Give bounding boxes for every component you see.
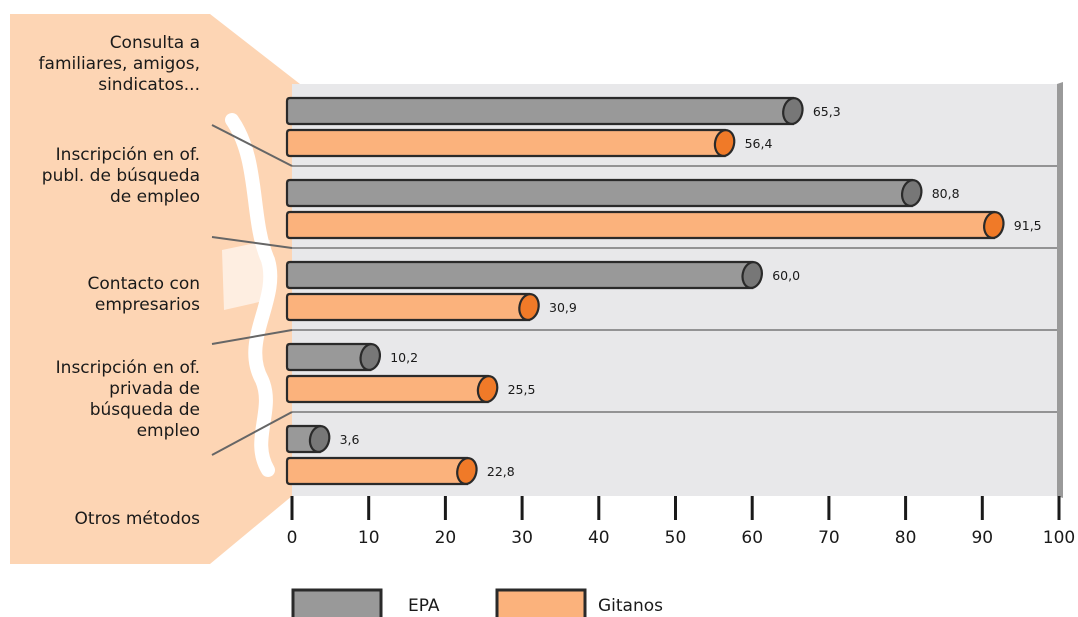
bar-body xyxy=(285,456,468,486)
tick-label: 70 xyxy=(818,528,840,548)
bar-epa xyxy=(285,260,763,290)
label-panel xyxy=(10,14,210,564)
category-label-line: búsqueda de xyxy=(90,400,200,420)
value-label: 91,5 xyxy=(1014,218,1042,233)
bar-cap xyxy=(518,293,540,321)
value-label: 65,3 xyxy=(813,104,841,119)
category-label: Otros métodos xyxy=(75,509,201,529)
category-label: Inscripción en of. privada de búsqueda de e… xyxy=(56,358,200,441)
bar-cap xyxy=(900,179,923,207)
connector-line xyxy=(211,236,293,249)
bar-gitanos xyxy=(285,456,478,486)
value-label: 25,5 xyxy=(508,382,536,397)
value-label: 10,2 xyxy=(390,350,418,365)
bar-body xyxy=(285,292,531,322)
bar-body xyxy=(285,260,754,290)
brush-stroke xyxy=(222,240,270,310)
plot-panel-shadow xyxy=(1057,82,1063,498)
bar-cap xyxy=(782,97,804,125)
category-label-line: publ. de búsqueda xyxy=(42,166,200,186)
value-label: 80,8 xyxy=(932,186,960,201)
brush-stroke xyxy=(225,113,278,477)
bar-epa xyxy=(285,96,804,126)
bar-cap xyxy=(359,343,382,371)
tick-label: 100 xyxy=(1043,528,1075,548)
bar-cap xyxy=(456,457,478,485)
tick-label: 20 xyxy=(435,528,457,548)
bar-cap xyxy=(308,425,331,453)
bars: 65,3 80,8 60,0 10,2 3,6 56,4 91,5 30,9 25,5 22,8 xyxy=(285,96,1042,486)
category-label-line: Inscripción en of. xyxy=(56,145,200,165)
bar-epa xyxy=(285,178,923,208)
bar-gitanos xyxy=(285,374,499,404)
category-label-line: Contacto con xyxy=(88,274,200,294)
category-label-line: empleo xyxy=(137,421,200,441)
legend-label: EPA xyxy=(408,596,440,616)
category-label: Contacto con empresarios xyxy=(88,274,201,315)
tick-label: 40 xyxy=(588,528,610,548)
value-label: 22,8 xyxy=(487,464,515,479)
value-label: 60,0 xyxy=(772,268,800,283)
value-label: 56,4 xyxy=(745,136,773,151)
legend-swatch-epa xyxy=(291,588,383,617)
tick-label: 80 xyxy=(895,528,917,548)
category-label-line: familiares, amigos, xyxy=(39,54,200,74)
category-label-line: de empleo xyxy=(110,187,200,207)
category-label: Consulta a familiares, amigos, sindicatos.… xyxy=(39,33,200,95)
connector-line xyxy=(211,411,293,456)
tick-label: 50 xyxy=(665,528,687,548)
category-labels: Consulta a familiares, amigos, sindicatos.… xyxy=(39,33,201,529)
bar-body xyxy=(285,128,726,158)
category-label-line: empresarios xyxy=(95,295,200,315)
bar-epa xyxy=(285,424,331,454)
bar-gitanos xyxy=(285,210,1005,240)
legend-swatch-gitanos xyxy=(495,588,587,617)
bar-epa xyxy=(285,342,382,372)
bar-body xyxy=(285,210,995,240)
bar-body xyxy=(285,178,913,208)
bar-cap xyxy=(983,211,1005,239)
value-label: 30,9 xyxy=(549,300,577,315)
legend: EPA Gitanos xyxy=(291,588,663,617)
tick-label: 60 xyxy=(741,528,763,548)
bar-body xyxy=(285,342,372,372)
bar-cap xyxy=(713,129,736,157)
bar-gitanos xyxy=(285,292,540,322)
tick-label: 90 xyxy=(971,528,993,548)
tick-label: 0 xyxy=(287,528,298,548)
bar-body xyxy=(285,374,489,404)
category-label-line: privada de xyxy=(109,379,200,399)
category-label-line: sindicatos... xyxy=(98,75,200,95)
x-axis: 0 10 20 30 40 50 60 70 80 90 100 xyxy=(287,496,1075,548)
category-label-line: Consulta a xyxy=(110,33,200,53)
legend-label: Gitanos xyxy=(598,596,663,616)
category-label-line: Inscripción en of. xyxy=(56,358,200,378)
tick-label: 30 xyxy=(511,528,533,548)
bar-cap xyxy=(476,375,499,403)
category-label-line: Otros métodos xyxy=(75,509,201,529)
category-label: Inscripción en of. publ. de búsqueda de em… xyxy=(42,145,200,207)
tick-label: 10 xyxy=(358,528,380,548)
bar-cap xyxy=(741,261,763,289)
bar-gitanos xyxy=(285,128,736,158)
connector-line xyxy=(211,329,293,345)
connector-line xyxy=(211,124,293,167)
bar-body xyxy=(285,96,794,126)
value-label: 3,6 xyxy=(340,432,360,447)
